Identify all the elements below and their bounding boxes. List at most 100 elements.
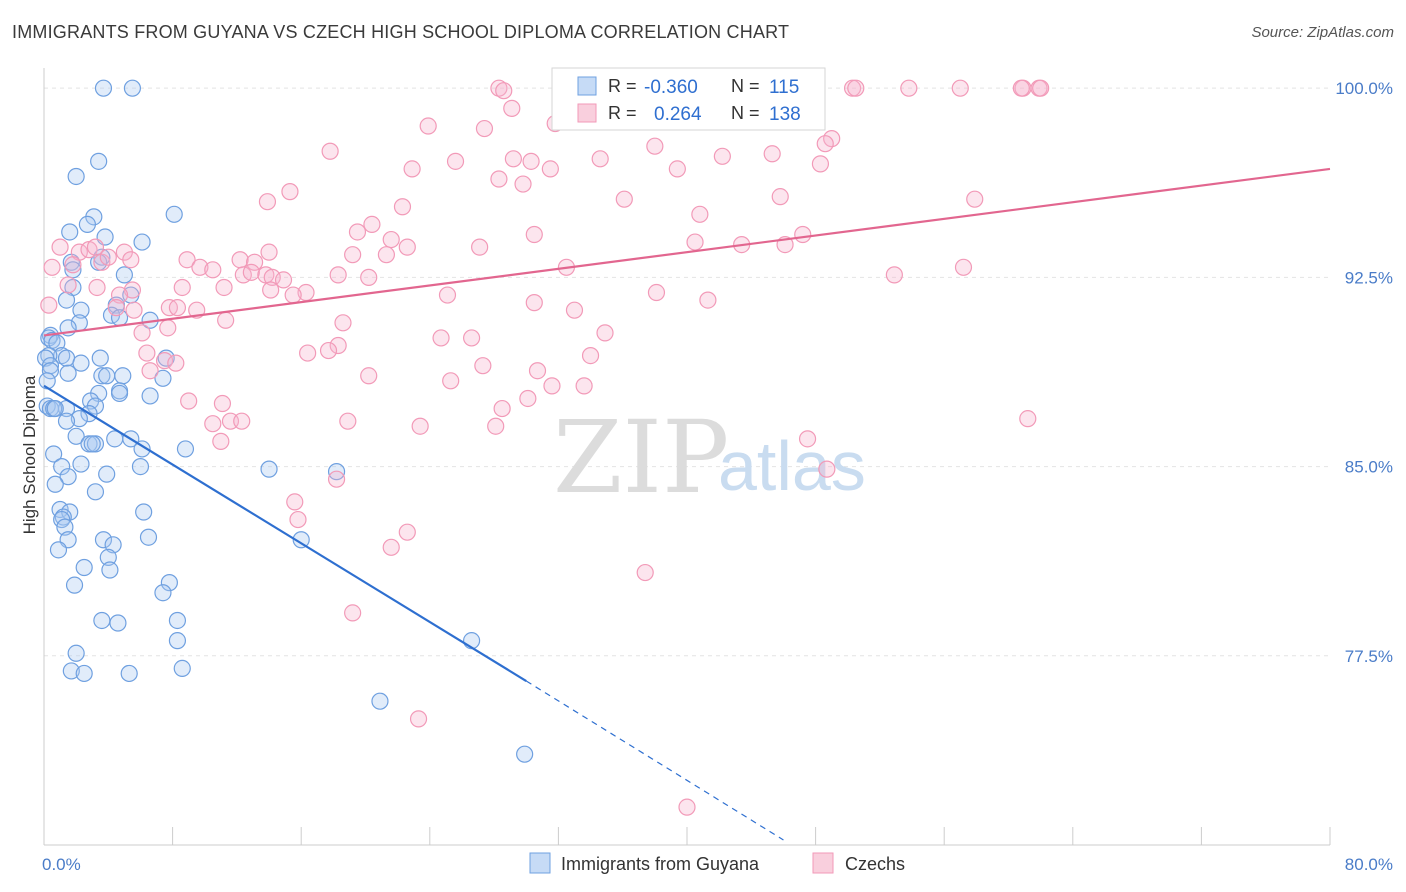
czechs-point [475,119,494,138]
guyana-point [48,334,66,352]
czechs-point [51,238,69,256]
legend-swatch-bottom-guyana [529,852,551,874]
legend-n-value-2: 138 [769,104,801,125]
guyana-point [86,483,105,501]
guyana-point [110,384,129,403]
czechs-point [59,276,77,294]
guyana-point [57,412,76,430]
guyana-point [94,531,113,549]
guyana-point [90,152,108,170]
czechs-point [419,117,437,135]
guyana-point [65,576,84,594]
czechs-point [260,243,278,261]
czechs-point [713,147,731,165]
czechs-point [167,354,185,372]
czechs-point [329,336,347,355]
czechs-point [212,432,230,450]
czechs-point [522,152,540,170]
czechs-point [668,160,686,178]
czechs-point [262,281,280,299]
guyana-point [62,662,80,680]
y-tick-label: 92.5% [1345,268,1393,287]
czechs-point [122,251,140,269]
guyana-point [462,632,481,650]
guyana-point [93,248,111,266]
czechs-point [334,314,352,332]
guyana-point [160,574,178,592]
legend-r-value-2: 0.264 [654,104,702,125]
czechs-point [299,344,317,362]
czechs-point [686,233,704,251]
czechs-point [321,142,339,160]
czechs-point [528,362,547,380]
guyana-point [46,399,64,418]
czechs-point [327,470,346,488]
czechs-point [284,286,302,304]
czechs-point [133,324,151,342]
czechs-point [591,150,609,168]
czechs-point [398,523,416,541]
czechs-point [107,299,125,317]
czechs-point [360,367,378,385]
chart-source: Source: ZipAtlas.com [1251,24,1394,41]
czechs-point [99,248,117,266]
guyana-point [53,457,71,476]
guyana-point [260,460,278,478]
y-tick-label: 85.0% [1345,458,1393,477]
series-legend: Immigrants from Guyana Czechs [529,852,905,874]
czechs-point [40,296,58,314]
guyana-point [61,223,79,241]
watermark-atlas: atlas [718,427,866,505]
guyana-trend-line [43,384,527,682]
guyana-point [78,215,97,234]
y-tick-labels: 77.5% 85.0% 92.5% 100.0% [1335,79,1393,666]
czechs-point [233,412,251,430]
legend-label-guyana: Immigrants from Guyana [561,854,760,874]
legend-r-label-1: R = [608,76,637,96]
czechs-point [490,170,508,188]
czechs-point [691,205,709,223]
legend-label-czechs: Czechs [845,854,905,874]
guyana-point [120,664,138,683]
czechs-point [495,82,513,100]
czechs-point [363,215,381,234]
czechs-point [966,190,984,208]
guyana-point [99,548,117,567]
czechs-point [204,261,222,279]
czechs-point [474,357,492,375]
czechs-point [159,319,177,337]
guyana-point [141,387,159,405]
czechs-point [178,251,196,269]
guyana-point [57,291,76,309]
czechs-point [180,392,198,410]
czechs-point [503,99,521,117]
czechs-point [543,377,561,395]
axes [43,68,1331,846]
czechs-point [798,430,817,448]
legend-n-label-1: N = [731,76,760,96]
guyana-point [67,427,85,445]
guyana-point [154,369,172,387]
guyana-point [131,457,150,476]
guyana-point [114,367,132,385]
czechs-point [811,155,830,173]
czechs-point [382,538,400,556]
czechs-point [138,344,156,362]
czechs-point [575,377,593,395]
guyana-point [115,266,133,284]
czechs-point [204,415,222,433]
czechs-point [763,145,781,163]
czechs-point [493,399,511,418]
guyana-point [64,261,82,279]
czechs-point [596,324,614,342]
czechs-point [360,268,378,286]
czechs-point [818,460,836,478]
czechs-point [647,283,666,302]
stats-legend: R = -0.360 N = 115 R = 0.264 N = 138 [551,67,826,131]
czechs-point [377,246,395,264]
czechs-point [794,225,812,244]
guyana-point [45,445,63,463]
guyana-point [101,561,119,579]
guyana-point [56,518,74,536]
guyana-point [67,167,85,186]
